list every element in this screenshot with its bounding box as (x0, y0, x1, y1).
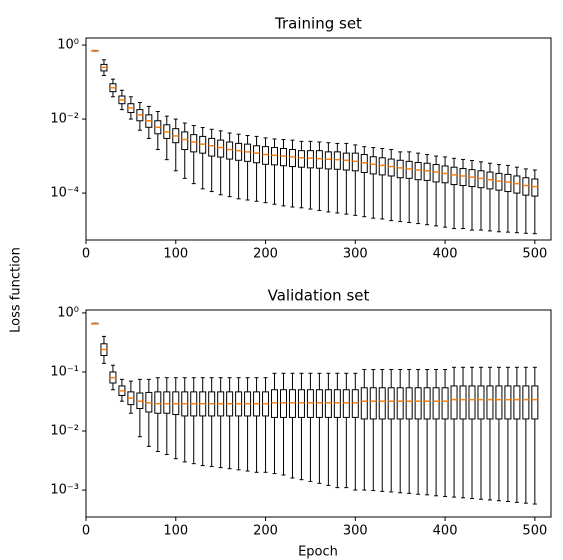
box (342, 152, 350, 171)
box (531, 385, 539, 420)
y-tick-label: 10⁻² (50, 112, 79, 127)
box (217, 139, 225, 158)
x-tick-label: 400 (433, 524, 458, 539)
box (468, 169, 476, 188)
box (378, 157, 386, 176)
box (315, 150, 323, 169)
x-tick-label: 200 (253, 247, 278, 262)
y-tick-label: 10⁰ (57, 38, 79, 53)
box (441, 387, 449, 420)
x-tick-label: 0 (82, 247, 90, 262)
box (513, 175, 521, 194)
box (486, 385, 494, 420)
box (450, 166, 458, 186)
x-tick-label: 200 (253, 524, 278, 539)
box (369, 387, 377, 420)
x-tick-label: 100 (163, 247, 188, 262)
box (378, 387, 386, 420)
box (432, 387, 440, 420)
box (306, 150, 314, 169)
plot-frame (85, 309, 552, 518)
plot-frame (85, 37, 552, 241)
box (450, 385, 458, 420)
x-tick-label: 500 (522, 524, 547, 539)
box (190, 134, 198, 153)
chart-title: Validation set (268, 287, 370, 305)
x-tick-label: 300 (343, 247, 368, 262)
y-tick-label: 10⁻³ (50, 483, 79, 498)
box (522, 177, 530, 196)
box (405, 387, 413, 420)
y-tick-label: 10⁰ (57, 305, 79, 320)
box (468, 385, 476, 420)
box (477, 385, 485, 420)
x-tick-label: 0 (82, 524, 90, 539)
box (253, 145, 261, 164)
box (396, 159, 404, 179)
y-tick-label: 10⁻² (50, 424, 79, 439)
box (495, 385, 503, 420)
box (405, 160, 413, 179)
box (396, 387, 404, 420)
box (271, 147, 279, 166)
box (333, 151, 341, 170)
box (477, 170, 485, 189)
box (459, 168, 467, 187)
box (208, 137, 216, 157)
box (369, 156, 377, 175)
y-axis-label: Loss function (9, 247, 24, 333)
box (504, 385, 512, 420)
box (387, 158, 395, 177)
x-axis-label: Epoch (298, 545, 338, 560)
box (244, 143, 252, 162)
box (423, 162, 431, 181)
x-tick-label: 300 (343, 524, 368, 539)
box (414, 387, 422, 420)
box (522, 385, 530, 420)
x-tick-label: 100 (163, 524, 188, 539)
box (226, 141, 234, 160)
box (324, 151, 332, 170)
box (387, 387, 395, 420)
box (360, 154, 368, 173)
box (414, 162, 422, 181)
box (154, 391, 162, 414)
box (279, 148, 287, 167)
box (360, 387, 368, 420)
box (441, 165, 449, 184)
x-tick-label: 500 (522, 247, 547, 262)
box (504, 173, 512, 193)
box (459, 385, 467, 420)
box (432, 164, 440, 183)
box (181, 131, 189, 151)
box (262, 146, 270, 165)
box (288, 149, 296, 168)
box (163, 391, 171, 414)
box (423, 387, 431, 420)
box (235, 142, 243, 161)
box (486, 171, 494, 190)
x-tick-label: 400 (433, 247, 458, 262)
y-tick-label: 10⁻⁴ (50, 186, 79, 201)
box (297, 150, 305, 168)
y-tick-label: 10⁻¹ (50, 364, 79, 379)
box (531, 178, 539, 197)
box (513, 385, 521, 420)
chart-title: Training set (274, 15, 362, 33)
